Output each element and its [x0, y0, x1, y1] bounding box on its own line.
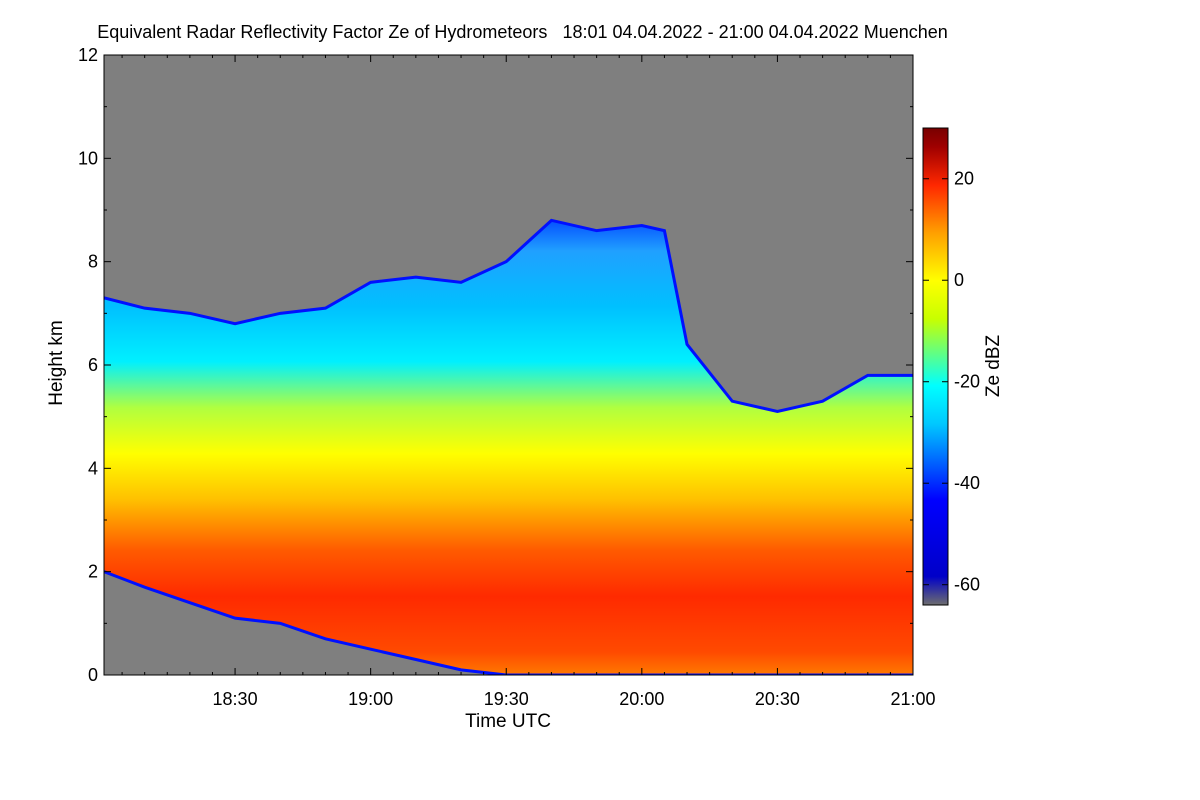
y-tick-label: 8	[88, 252, 98, 272]
colorbar-tick-label: -60	[954, 575, 980, 595]
x-axis-title: Time UTC	[465, 711, 551, 732]
y-tick-label: 2	[88, 562, 98, 582]
x-tick-label: 20:30	[755, 689, 800, 709]
y-tick-label: 0	[88, 665, 98, 685]
y-tick-label: 4	[88, 458, 98, 478]
y-axis-title: Height km	[46, 320, 67, 406]
echo-area	[104, 220, 913, 675]
chart-title-text: Equivalent Radar Reflectivity Factor Ze …	[97, 22, 548, 42]
echo-base-edge	[104, 570, 913, 675]
colorbar-tick-label: -20	[954, 372, 980, 392]
x-tick-label: 20:00	[619, 689, 664, 709]
x-tick-label: 21:00	[890, 689, 935, 709]
x-tick-label: 19:30	[484, 689, 529, 709]
echo-top-edge	[104, 218, 913, 414]
colorbar-title: Ze dBZ	[983, 334, 1004, 397]
x-axis: 18:30 19:00 19:30 20:00 20:30 21:00	[121, 55, 936, 709]
x-tick-label: 18:30	[213, 689, 258, 709]
colorbar-tick-label: 0	[954, 270, 964, 290]
y-axis: 0 2 4 6 8 10 12	[78, 45, 913, 685]
reflectivity-field	[104, 218, 913, 675]
y-tick-label: 10	[78, 148, 98, 168]
chart-title: Equivalent Radar Reflectivity Factor Ze …	[0, 22, 1045, 43]
colorbar	[922, 127, 949, 606]
colorbar-tick-label: -40	[954, 473, 980, 493]
colorbar-tick-label: 20	[954, 169, 974, 189]
chart-subtitle-text: 18:01 04.04.2022 - 21:00 04.04.2022 Muen…	[562, 22, 948, 42]
y-tick-label: 12	[78, 45, 98, 65]
colorbar-ticks: 20 0 -20 -40 -60	[923, 169, 980, 595]
x-tick-label: 19:00	[348, 689, 393, 709]
y-tick-label: 6	[88, 355, 98, 375]
